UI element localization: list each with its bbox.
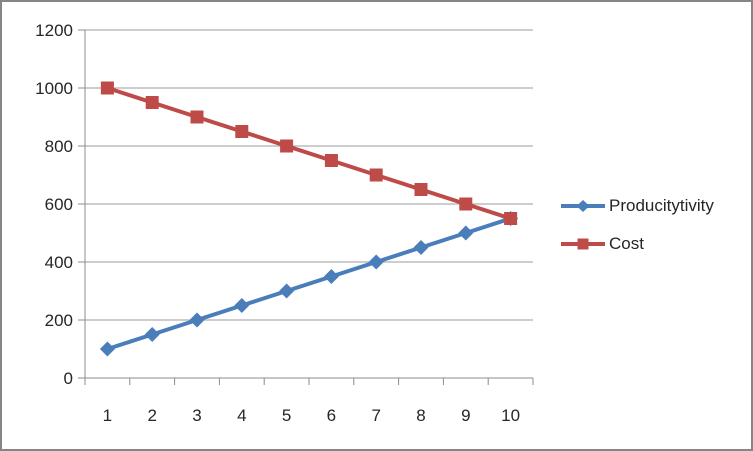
legend-label-cost: Cost (609, 234, 644, 253)
data-point-marker-cost (280, 139, 294, 153)
chart-legend: Producitytivity Cost (560, 195, 714, 255)
data-point-marker-producitytivity (458, 225, 474, 241)
producitytivity-series-swatch-icon (561, 200, 605, 212)
x-axis-tick-label: 1 (103, 406, 112, 425)
series-line-cost (106, 86, 512, 221)
data-point-marker-producitytivity (368, 254, 384, 270)
data-point-marker-producitytivity (323, 269, 339, 284)
legend-label-producitytivity: Producitytivity (609, 196, 714, 215)
data-point-marker-cost (190, 110, 204, 124)
cost-series-swatch-icon (561, 238, 605, 250)
y-axis-tick-label: 1000 (35, 79, 73, 98)
data-point-marker-cost (369, 168, 383, 182)
x-axis-tick-label: 2 (147, 406, 156, 425)
x-axis-tick-label: 8 (416, 406, 425, 425)
series-line-producitytivity (106, 216, 512, 351)
x-axis-tick-label: 5 (282, 406, 291, 425)
data-point-marker-cost (100, 81, 114, 95)
y-axis-tick-label: 1200 (35, 21, 73, 40)
x-axis-tick-label: 4 (237, 406, 246, 425)
data-point-marker-producitytivity (413, 240, 429, 255)
x-axis-tick-label: 6 (327, 406, 336, 425)
x-axis-tick-label: 9 (461, 406, 470, 425)
x-axis-tick-label: 7 (371, 406, 380, 425)
x-axis-tick-label: 10 (501, 406, 520, 425)
y-axis-tick-label: 800 (45, 137, 73, 156)
y-axis-tick-label: 600 (45, 195, 73, 214)
data-point-marker-producitytivity (99, 341, 115, 357)
data-point-marker-cost (145, 96, 159, 109)
data-point-marker-producitytivity (279, 283, 295, 299)
y-axis-tick-label: 400 (45, 253, 73, 272)
data-point-marker-cost (459, 197, 473, 211)
data-point-marker-producitytivity (144, 327, 160, 342)
y-axis-tick-label: 200 (45, 311, 73, 330)
legend-item-cost[interactable]: Cost (560, 233, 714, 255)
data-point-marker-cost (235, 125, 249, 138)
data-point-marker-producitytivity (234, 298, 250, 313)
legend-item-producitytivity[interactable]: Producitytivity (560, 195, 714, 217)
data-point-marker-cost (414, 183, 428, 196)
y-axis-tick-label: 0 (64, 369, 73, 388)
data-point-marker-cost (504, 212, 518, 225)
data-point-marker-cost (324, 154, 338, 167)
x-axis-tick-label: 3 (192, 406, 201, 425)
data-point-marker-producitytivity (189, 312, 205, 328)
